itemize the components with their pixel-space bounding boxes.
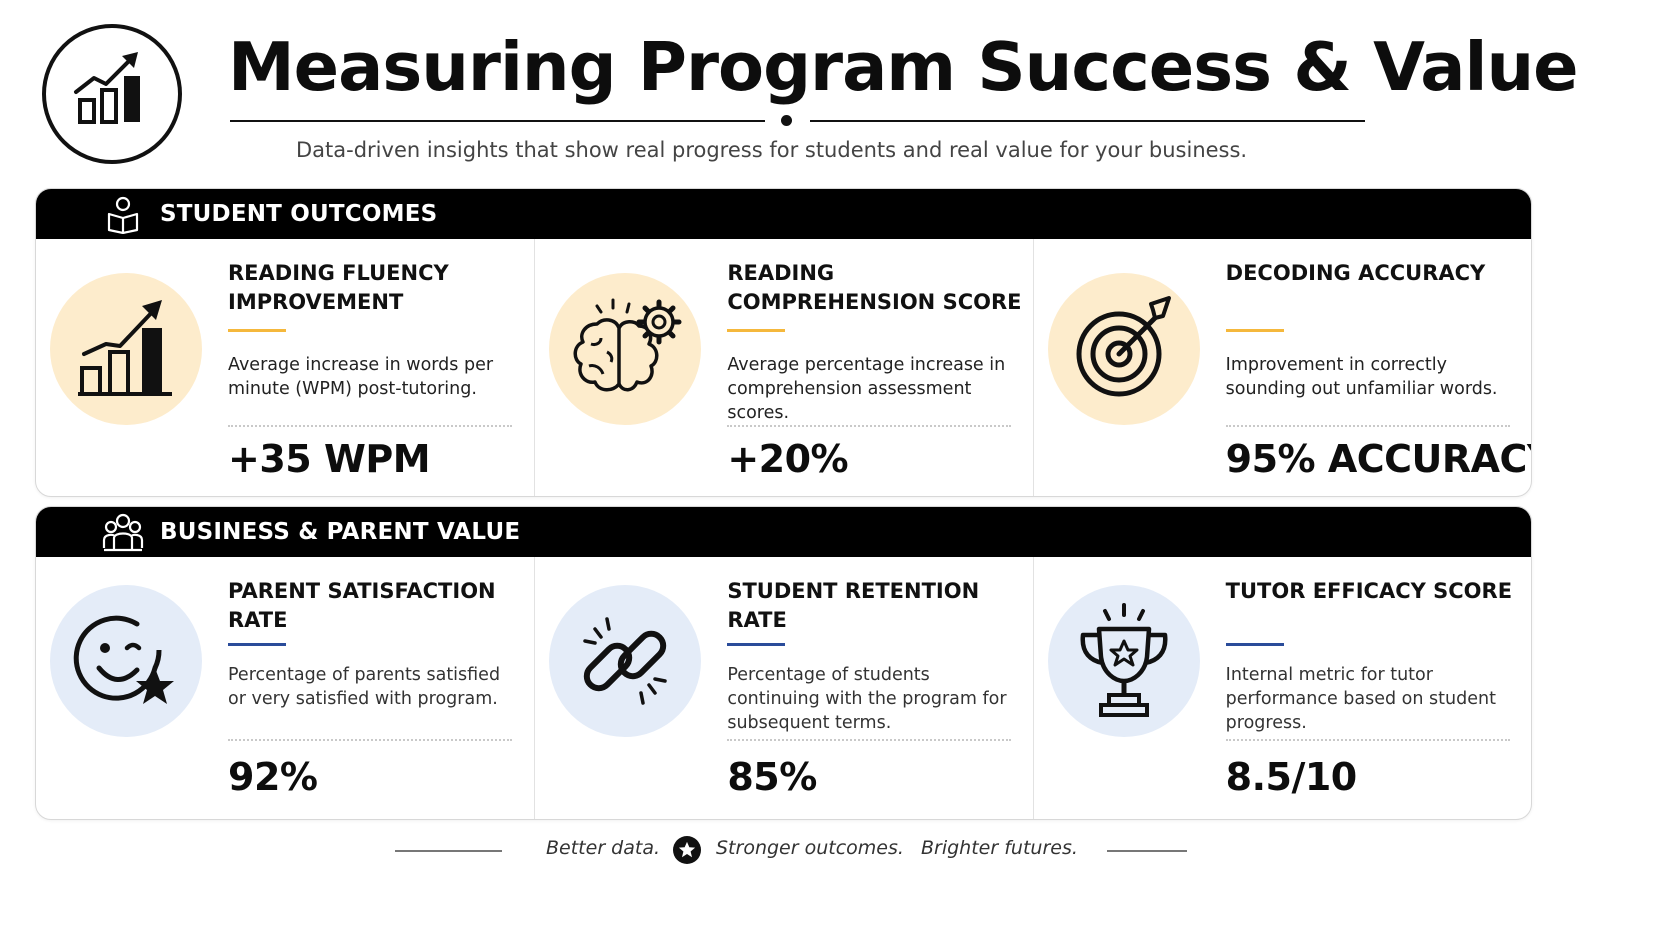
growth-chart-icon [50,273,202,425]
chain-link-icon [549,585,702,737]
logo-growth-chart-icon [42,24,182,164]
title-accent-bar [727,643,786,646]
metric-description: Percentage of students continuing with t… [727,665,1007,733]
metric-description: Average increase in words per minute (WP… [228,355,494,399]
student-reading-icon [102,193,144,235]
section-title: STUDENT OUTCOMES [160,201,438,227]
dotted-divider [727,425,1012,427]
metric-card-parent-satisfaction: PARENT SATISFACTION RATE Percentage of p… [36,557,534,819]
metric-card-tutor-efficacy: TUTOR EFFICACY SCORE Internal metric for… [1032,557,1531,819]
section-business-parent-value: BUSINESS & PARENT VALUE PARENT SATISFACT… [35,506,1532,820]
metric-title: DECODING ACCURACY [1225,261,1486,285]
smiley-star-icon [50,585,202,737]
title-accent-bar [1225,643,1284,646]
dotted-divider [727,739,1012,741]
section-header: STUDENT OUTCOMES [36,189,1531,239]
metric-card-reading-fluency: READING FLUENCY IMPROVEMENT Average incr… [36,239,534,496]
metric-description: Internal metric for tutor performance ba… [1225,665,1496,733]
metric-value: 95% ACCURACY [1225,437,1532,481]
metric-value: 8.5/10 [1225,755,1358,799]
metric-title: READING COMPREHENSION SCORE [727,261,1022,314]
group-icon [102,511,144,553]
metric-description: Average percentage increase in comprehen… [727,355,1006,423]
metric-title: PARENT SATISFACTION RATE [228,579,496,632]
footer-tagline-right: Brighter futures. [921,837,1078,859]
metric-card-student-retention: STUDENT RETENTION RATE Percentage of stu… [534,557,1032,819]
metric-card-decoding-accuracy: DECODING ACCURACY Improvement in correct… [1032,239,1532,496]
metric-title: STUDENT RETENTION RATE [727,579,980,632]
title-divider-dot [781,115,792,126]
metric-value: 85% [727,755,817,799]
section-student-outcomes: STUDENT OUTCOMES READING FLUENCY IMPROVE… [35,188,1532,497]
title-accent-bar [1225,329,1284,332]
trophy-icon [1047,585,1200,737]
footer-tagline-left: Better data. [546,837,660,859]
footer-divider-right [1107,850,1187,852]
metric-value: +20% [727,437,849,481]
metric-title: TUTOR EFFICACY SCORE [1225,579,1513,603]
title-divider-right [810,120,1365,122]
section-title: BUSINESS & PARENT VALUE [160,519,521,545]
footer-tagline-middle: Stronger outcomes. [716,837,904,859]
page-subtitle: Data-driven insights that show real prog… [296,138,1248,162]
title-accent-bar [228,643,286,646]
star-icon [673,836,701,864]
footer-divider-left [395,850,502,852]
metric-value: 92% [228,755,318,799]
metric-description: Improvement in correctly sounding out un… [1225,355,1498,399]
dotted-divider [228,739,512,741]
dotted-divider [228,425,512,427]
dotted-divider [1225,739,1510,741]
section-header: BUSINESS & PARENT VALUE [36,507,1531,557]
metric-card-reading-comprehension: READING COMPREHENSION SCORE Average perc… [534,239,1032,496]
metric-description: Percentage of parents satisfied or very … [228,665,501,709]
title-divider-left [230,120,765,122]
page-title: Measuring Program Success & Value [228,28,1579,106]
title-accent-bar [228,329,286,332]
brain-gear-icon [549,273,702,425]
title-accent-bar [727,329,786,332]
target-icon [1047,273,1200,425]
dotted-divider [1225,425,1510,427]
metric-title: READING FLUENCY IMPROVEMENT [228,261,449,314]
metric-value: +35 WPM [228,437,431,481]
